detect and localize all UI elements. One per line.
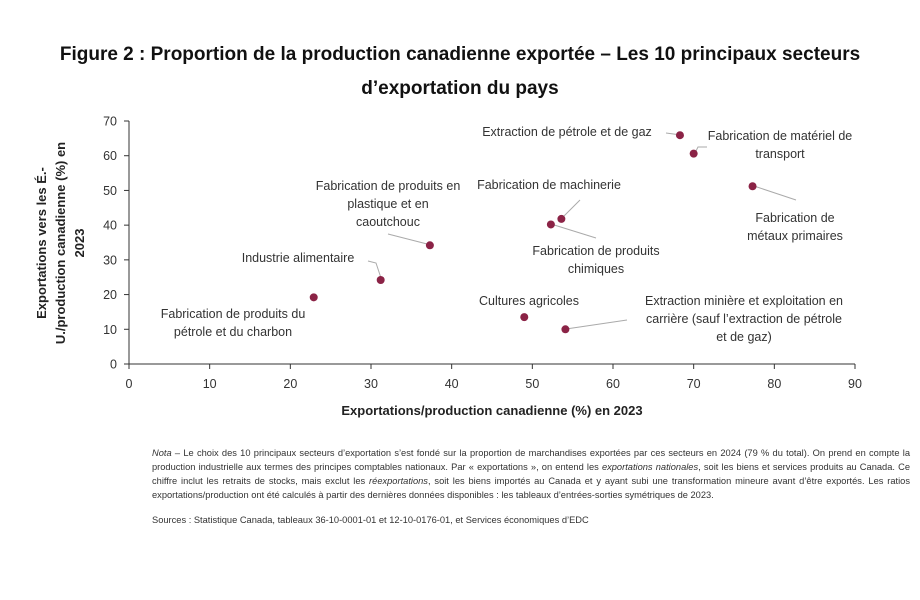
- point-label: Fabrication de produits du: [161, 307, 306, 321]
- scatter-chart: 0 10 20 30 40 50 60 70 80 90 0 10 20 30 40 50 60 70 Export…: [34, 115, 862, 419]
- data-point: [376, 275, 385, 284]
- y-tick-label: 20: [103, 288, 117, 302]
- chart-title: Figure 2 : Proportion de la production c…: [0, 38, 920, 106]
- note-prefix: Nota: [152, 448, 172, 458]
- data-point: [675, 131, 684, 140]
- y-axis-title-line: 2023: [72, 229, 87, 258]
- point-label: chimiques: [568, 262, 624, 276]
- point-label: pétrole et du charbon: [174, 325, 292, 339]
- point-label: transport: [755, 147, 805, 161]
- x-tick-label: 50: [525, 377, 539, 391]
- point-label: métaux primaires: [747, 229, 843, 243]
- leader-line: [367, 260, 382, 279]
- point-label: caoutchouc: [356, 215, 420, 229]
- point-label: Fabrication de: [755, 211, 834, 225]
- note-text-5: , soit les biens importés au Canada et y…: [152, 476, 910, 500]
- point-label: Extraction minière et exploitation en: [645, 294, 843, 308]
- point-label: Cultures agricoles: [479, 294, 579, 308]
- point-label: Industrie alimentaire: [242, 251, 355, 265]
- x-tick-label: 0: [126, 377, 133, 391]
- x-tick-label: 80: [767, 377, 781, 391]
- data-point: [561, 325, 570, 334]
- x-tick-label: 70: [687, 377, 701, 391]
- data-point: [520, 313, 529, 322]
- leader-line: [753, 185, 797, 201]
- chart-title-line1: Figure 2 : Proportion de la production c…: [59, 44, 861, 65]
- x-axis-title: Exportations/production canadienne (%) e…: [341, 403, 642, 418]
- leader-line: [387, 233, 432, 246]
- data-point: [425, 241, 434, 250]
- point-label: plastique et en: [347, 197, 428, 211]
- data-point: [309, 293, 318, 302]
- chart-note: Nota – Le choix des 10 principaux secteu…: [152, 446, 910, 502]
- y-tick-label: 30: [103, 253, 117, 267]
- data-point: [689, 149, 698, 158]
- data-point: [546, 220, 555, 229]
- leader-line: [561, 199, 581, 219]
- note-text-2: exportations nationales: [601, 462, 699, 472]
- x-tick-label: 10: [203, 377, 217, 391]
- point-label: Fabrication de machinerie: [477, 178, 621, 192]
- point-label: Fabrication de matériel de: [708, 129, 853, 143]
- y-axis-title-line: U./production canadienne (%) en: [53, 142, 68, 344]
- x-tick-label: 60: [606, 377, 620, 391]
- x-tick-label: 20: [283, 377, 297, 391]
- data-point: [557, 214, 566, 223]
- y-tick-label: 40: [103, 219, 117, 233]
- point-label: carrière (sauf l’extraction de pétrole: [646, 312, 842, 326]
- note-text-1: – Le choix des 10 principaux secteurs d’…: [152, 448, 910, 472]
- point-label: Fabrication de produits en: [316, 179, 461, 193]
- x-tick-label: 40: [445, 377, 459, 391]
- point-label: Fabrication de produits: [532, 244, 659, 258]
- data-point: [748, 182, 757, 191]
- y-tick-label: 70: [103, 115, 117, 129]
- point-label: et de gaz): [716, 330, 772, 344]
- chart-sources: Sources : Statistique Canada, tableaux 3…: [152, 515, 589, 525]
- y-tick-label: 50: [103, 184, 117, 198]
- chart-title-line2: d’exportation du pays: [361, 78, 559, 99]
- note-text-4: réexportations: [369, 476, 428, 486]
- y-axis-title-line: Exportations vers les É.-: [34, 167, 49, 319]
- y-tick-label: 10: [103, 323, 117, 337]
- y-tick-label: 0: [110, 358, 117, 372]
- y-tick-label: 60: [103, 149, 117, 163]
- point-label: Extraction de pétrole et de gaz: [482, 125, 652, 139]
- leader-line: [550, 223, 597, 239]
- x-tick-label: 90: [848, 377, 862, 391]
- x-tick-label: 30: [364, 377, 378, 391]
- note-text-3: , soit les biens et services produits au…: [152, 462, 910, 486]
- leader-line: [565, 319, 628, 330]
